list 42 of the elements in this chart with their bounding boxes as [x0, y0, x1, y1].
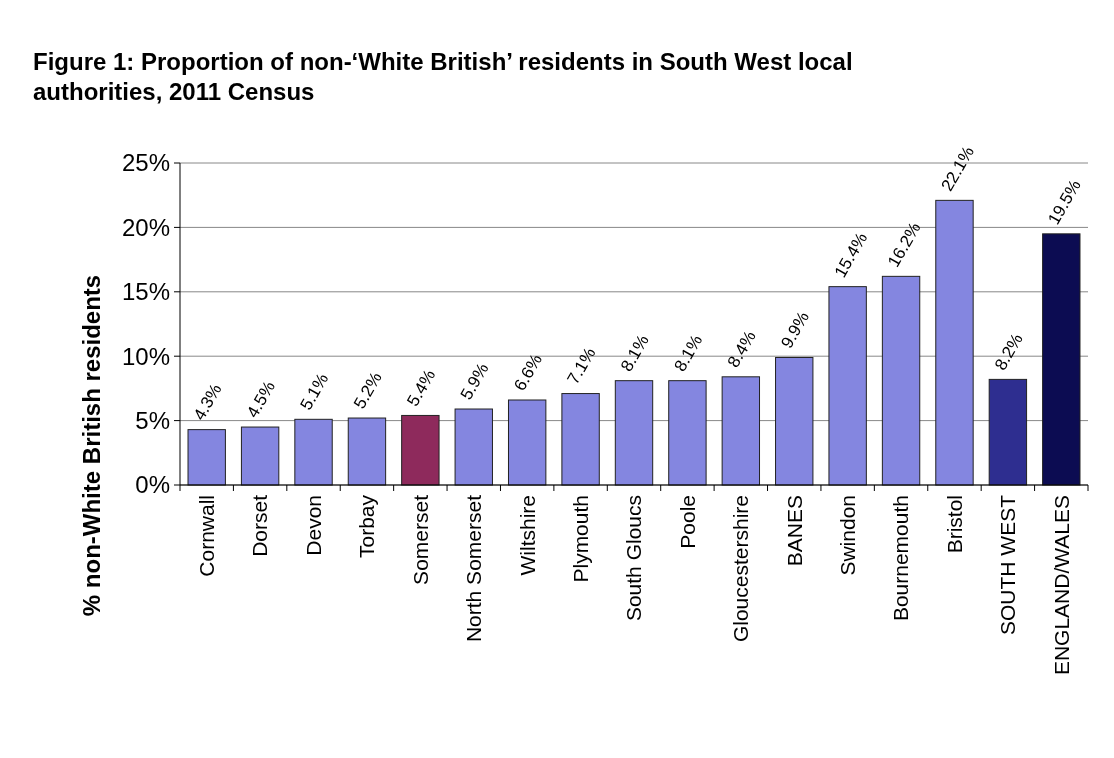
bar	[187, 429, 226, 486]
x-tick-label: Devon	[301, 495, 325, 556]
x-tick-label: SOUTH WEST	[996, 494, 1020, 635]
y-tick-label: 5%	[135, 407, 170, 434]
y-tick-label: 15%	[121, 278, 170, 306]
bar	[1042, 233, 1081, 486]
bar	[668, 380, 707, 486]
x-tick-label: North Somerset	[462, 494, 486, 643]
x-tick-label: Somerset	[408, 494, 432, 585]
y-axis-title: % non-White British residents	[78, 274, 105, 617]
x-tick-label: Bristol	[942, 495, 966, 554]
bar	[507, 399, 547, 486]
bar	[775, 356, 814, 486]
x-tick-label: BANES	[782, 495, 806, 567]
y-tick-label: 20%	[121, 213, 170, 241]
bar	[881, 275, 921, 486]
bar	[988, 378, 1028, 486]
bar	[614, 380, 654, 486]
y-tick-label: 0%	[135, 471, 170, 499]
bar	[828, 286, 867, 486]
x-tick-label: Torbay	[355, 494, 379, 559]
bar	[240, 426, 280, 486]
bar	[721, 376, 761, 486]
bar	[561, 393, 600, 486]
x-tick-label: Bournemouth	[889, 495, 913, 622]
x-tick-label: Cornwall	[195, 495, 219, 577]
y-tick-label: 10%	[121, 342, 170, 370]
x-tick-label: South Gloucs	[622, 495, 646, 622]
y-tick-label: 25%	[121, 149, 170, 177]
x-tick-label: ENGLAND/WALES	[1049, 495, 1073, 676]
bar	[294, 418, 333, 486]
bar	[347, 417, 387, 486]
x-tick-label: Poole	[675, 495, 699, 549]
chart-title: Figure 1: Proportion of non-‘White British’ residents in South West local authorities, 2011 Census	[33, 48, 853, 105]
x-tick-label: Gloucestershire	[729, 495, 753, 643]
bar	[454, 408, 493, 486]
x-tick-label: Dorset	[248, 494, 272, 557]
bar	[935, 199, 974, 486]
x-tick-label: Plymouth	[568, 495, 592, 583]
x-tick-label: Swindon	[836, 495, 859, 576]
bar	[401, 414, 440, 486]
x-tick-label: Wiltshire	[515, 495, 539, 576]
